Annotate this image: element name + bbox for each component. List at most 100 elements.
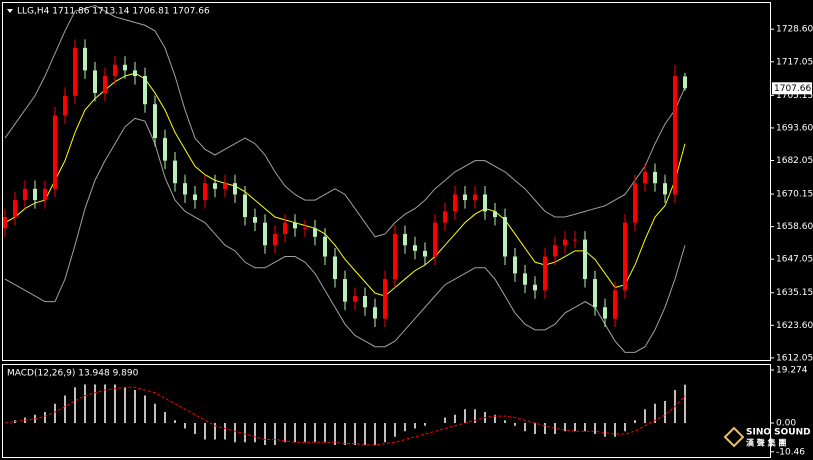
candle-body <box>293 222 297 229</box>
candle-body <box>403 233 407 246</box>
candle-body <box>423 250 427 257</box>
candle-body <box>453 194 457 212</box>
y-tick-label: 1728.60 <box>776 25 813 35</box>
candle-body <box>433 222 437 257</box>
candle-body <box>613 290 617 319</box>
watermark-subtext: 漢 聲 集 團 <box>746 438 786 448</box>
candle-body <box>473 194 477 201</box>
candle-body <box>323 236 327 257</box>
chart-title: LLG,H4 1711.86 1713.14 1706.81 1707.66 <box>17 7 210 17</box>
candle-body <box>103 76 107 93</box>
main-frame <box>2 2 771 361</box>
y-tick-label: 1623.60 <box>776 321 813 331</box>
candle-body <box>623 222 627 291</box>
candle-body <box>483 194 487 212</box>
macd-frame <box>2 364 771 458</box>
candle-body <box>93 70 97 93</box>
y-tick-label: 1670.15 <box>776 190 813 200</box>
y-tick-label: 1635.15 <box>776 288 813 298</box>
candle-body <box>163 138 167 161</box>
candle-body <box>303 228 307 230</box>
y-tick-label: 1693.60 <box>776 123 813 133</box>
y-tick-label: 1682.05 <box>776 156 813 166</box>
overlay-line <box>4 117 686 353</box>
candle-body <box>393 233 397 280</box>
candle-body <box>113 64 117 77</box>
candle-body <box>203 183 207 201</box>
candle-body <box>443 211 447 223</box>
y-tick-label: 1705.15 <box>776 91 813 101</box>
candle-body <box>413 245 417 251</box>
candle-body <box>3 217 7 229</box>
candle-body <box>553 245 557 257</box>
candle-body <box>173 160 177 184</box>
candle-body <box>133 70 137 77</box>
candle-body <box>373 307 377 319</box>
overlay-line <box>4 5 686 238</box>
candle-body <box>13 200 17 218</box>
y-tick-label: -10.46 <box>776 447 805 457</box>
candle-body <box>513 256 517 274</box>
candle-body <box>183 183 187 195</box>
candle-body <box>593 279 597 308</box>
main-plot <box>3 5 687 353</box>
macd-title: MACD(12,26,9) 13.948 9.890 <box>7 369 139 379</box>
candle-body <box>43 188 47 201</box>
menu-arrow <box>7 9 13 13</box>
candle-body <box>33 188 37 201</box>
price-label-box <box>772 82 812 95</box>
candle-body <box>273 233 277 246</box>
candle-body <box>653 171 657 184</box>
logo <box>723 426 745 448</box>
macd-plot <box>4 384 686 446</box>
candle-body <box>53 115 57 189</box>
candle-body <box>223 183 227 189</box>
candle-body <box>463 194 467 201</box>
candle-body <box>663 183 667 195</box>
candle-body <box>503 217 507 257</box>
candle-body <box>153 104 157 139</box>
candle-body <box>673 76 677 195</box>
candle-body <box>583 239 587 280</box>
price-label: 1707.66 <box>774 84 811 94</box>
candle-body <box>543 256 547 291</box>
candle-body <box>213 183 217 189</box>
y-tick-label: 0.00 <box>776 418 796 428</box>
candle-body <box>493 211 497 218</box>
y-tick-label: 1717.05 <box>776 57 813 67</box>
candle-body <box>603 307 607 319</box>
watermark: SINO SOUND 漢 聲 集 團 <box>723 426 811 448</box>
candle-body <box>643 171 647 184</box>
candle-body <box>343 279 347 302</box>
candle-body <box>683 76 687 89</box>
candle-body <box>73 47 77 96</box>
signal-line <box>4 386 686 446</box>
candle-body <box>533 284 537 291</box>
candle-body <box>233 183 237 195</box>
candle-body <box>563 239 567 246</box>
candle-body <box>523 273 527 285</box>
y-tick-label: 19.274 <box>776 365 808 375</box>
candle-body <box>333 256 337 280</box>
candle-body <box>573 239 577 241</box>
y-tick-label: 1647.05 <box>776 255 813 265</box>
candle-body <box>313 228 317 237</box>
candle-body <box>283 222 287 234</box>
candle-body <box>123 64 127 71</box>
watermark-text: SINO SOUND <box>746 428 811 438</box>
candle-body <box>193 194 197 201</box>
axes: 1728.60 1717.05 1705.15 1693.60 1682.05 1670.… <box>770 25 813 457</box>
y-tick-label: 1658.60 <box>776 222 813 232</box>
candle-body <box>143 76 147 105</box>
candle-body <box>23 188 27 201</box>
candle-body <box>383 279 387 319</box>
candle-body <box>63 95 67 116</box>
candle-body <box>363 295 367 308</box>
candle-body <box>83 47 87 71</box>
candle-body <box>263 222 267 246</box>
y-tick-label: 1612.05 <box>776 353 813 363</box>
candle-body <box>243 194 247 218</box>
